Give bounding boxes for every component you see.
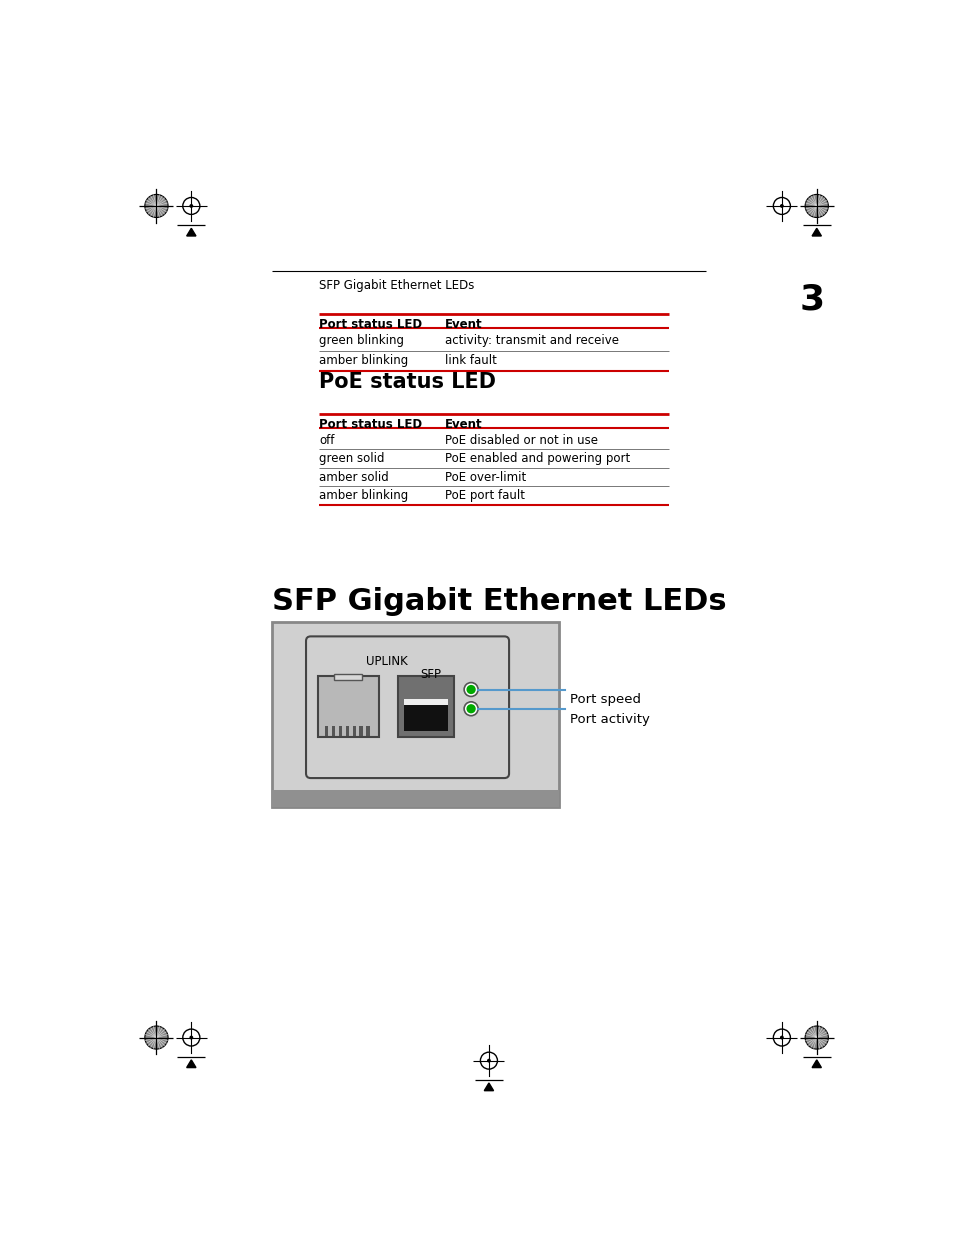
Bar [359,726,363,736]
Text: Port activity: Port activity [569,713,649,726]
Bar [324,726,328,736]
Text: PoE disabled or not in use: PoE disabled or not in use [444,433,598,447]
Text: green blinking: green blinking [319,333,404,347]
Circle shape [190,1036,193,1040]
Text: SFP Gigabit Ethernet LEDs: SFP Gigabit Ethernet LEDs [272,587,726,616]
Circle shape [804,194,827,217]
Text: Event: Event [444,317,482,331]
Text: Port status LED: Port status LED [319,317,422,331]
Polygon shape [811,1060,821,1067]
Bar [404,699,447,705]
Bar [338,726,342,736]
Text: 3: 3 [799,283,823,317]
Polygon shape [187,228,195,236]
Polygon shape [811,228,821,236]
Text: PoE status LED: PoE status LED [319,372,496,391]
Bar [272,621,558,806]
Text: SFP: SFP [420,668,441,680]
Text: off: off [319,433,335,447]
Bar [345,726,349,736]
Circle shape [804,1026,827,1049]
Text: activity: transmit and receive: activity: transmit and receive [444,333,618,347]
Bar [318,676,378,737]
Bar [334,674,361,680]
Circle shape [464,683,477,697]
Text: UPLINK: UPLINK [365,655,407,668]
Text: amber blinking: amber blinking [319,489,408,503]
Circle shape [145,194,168,217]
Text: PoE enabled and powering port: PoE enabled and powering port [444,452,629,466]
Text: link fault: link fault [444,353,497,367]
Text: amber solid: amber solid [319,471,389,484]
Bar [404,700,447,731]
Text: Event: Event [444,417,482,431]
Text: amber blinking: amber blinking [319,353,408,367]
Polygon shape [187,1060,195,1067]
Text: Port speed: Port speed [569,693,639,706]
Circle shape [466,704,476,714]
Circle shape [780,1036,783,1040]
Circle shape [464,701,477,716]
Circle shape [190,204,193,207]
Text: green solid: green solid [319,452,384,466]
Bar [397,676,454,737]
Polygon shape [484,1083,493,1091]
Circle shape [486,1058,491,1062]
Text: PoE over-limit: PoE over-limit [444,471,525,484]
Bar [272,789,558,806]
Bar [366,726,370,736]
Circle shape [780,204,783,207]
Text: PoE port fault: PoE port fault [444,489,524,503]
Text: Port status LED: Port status LED [319,417,422,431]
Circle shape [466,685,476,694]
Text: SFP Gigabit Ethernet LEDs: SFP Gigabit Ethernet LEDs [319,279,474,293]
Circle shape [145,1026,168,1049]
Bar [332,726,335,736]
Bar [353,726,356,736]
